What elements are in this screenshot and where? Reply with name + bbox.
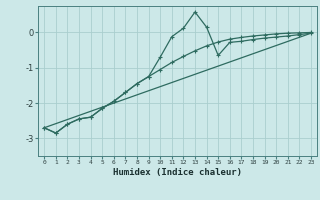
X-axis label: Humidex (Indice chaleur): Humidex (Indice chaleur) (113, 168, 242, 177)
